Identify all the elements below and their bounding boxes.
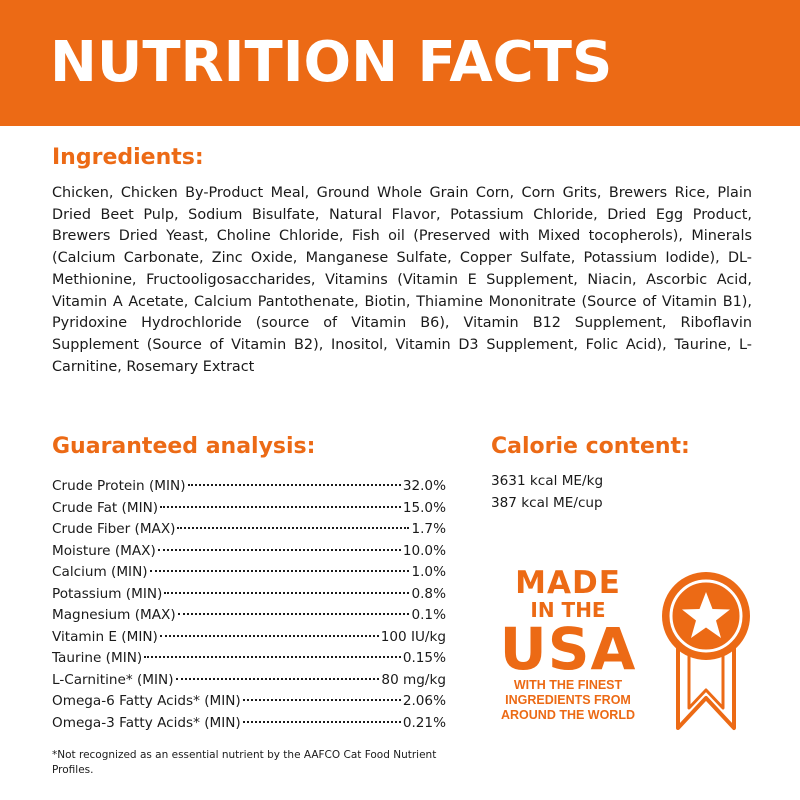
analysis-table: Crude Protein (MIN) 32.0% Crude Fat (MIN)… bbox=[52, 472, 446, 731]
badge-tagline-2: INGREDIENTS FROM bbox=[505, 693, 631, 707]
analysis-row: Omega-6 Fatty Acids* (MIN) 2.06% bbox=[52, 687, 446, 709]
analysis-row: L-Carnitine* (MIN) 80 mg/kg bbox=[52, 666, 446, 688]
analysis-row: Magnesium (MAX) 0.1% bbox=[52, 601, 446, 623]
nutrient-label: L-Carnitine* (MIN) bbox=[52, 671, 174, 688]
dot-leader bbox=[242, 705, 401, 723]
analysis-row: Crude Fiber (MAX) 1.7% bbox=[52, 515, 446, 537]
badge-usa: USA bbox=[499, 615, 637, 683]
nutrient-label: Omega-6 Fatty Acids* (MIN) bbox=[52, 693, 241, 709]
nutrient-value: 2.06% bbox=[402, 693, 446, 709]
analysis-row: Vitamin E (MIN) 100 IU/kg bbox=[52, 623, 446, 645]
badge-tagline-3: AROUND THE WORLD bbox=[500, 708, 635, 722]
dot-leader bbox=[177, 511, 410, 529]
analysis-row: Potassium (MIN) 0.8% bbox=[52, 580, 446, 602]
dot-leader bbox=[160, 490, 401, 508]
made-in-usa-badge: MADE IN THE USA WITH THE FINEST INGREDIE… bbox=[494, 566, 764, 736]
page-title: NUTRITION FACTS bbox=[50, 30, 613, 95]
header-banner: NUTRITION FACTS bbox=[0, 0, 800, 126]
dot-leader bbox=[187, 468, 401, 486]
nutrient-label: Crude Fiber (MAX) bbox=[52, 521, 176, 537]
nutrient-label: Taurine (MIN) bbox=[52, 650, 143, 666]
nutrient-value: 0.15% bbox=[402, 650, 446, 666]
calorie-heading: Calorie content: bbox=[491, 434, 690, 459]
nutrient-value: 0.1% bbox=[411, 607, 446, 623]
analysis-heading: Guaranteed analysis: bbox=[52, 434, 316, 459]
analysis-row: Taurine (MIN) 0.15% bbox=[52, 644, 446, 666]
nutrient-value: 100 IU/kg bbox=[380, 628, 446, 645]
dot-leader bbox=[177, 597, 410, 615]
analysis-row: Crude Protein (MIN) 32.0% bbox=[52, 472, 446, 494]
nutrient-label: Magnesium (MAX) bbox=[52, 607, 176, 623]
badge-text: MADE IN THE USA WITH THE FINEST INGREDIE… bbox=[494, 566, 642, 723]
analysis-row: Moisture (MAX) 10.0% bbox=[52, 537, 446, 559]
dot-leader bbox=[149, 554, 410, 572]
nutrient-value: 0.21% bbox=[402, 714, 446, 731]
nutrient-value: 10.0% bbox=[402, 542, 446, 559]
dot-leader bbox=[159, 619, 379, 637]
footnote: *Not recognized as an essential nutrient… bbox=[52, 749, 437, 776]
nutrient-value: 1.7% bbox=[411, 521, 446, 537]
nutrient-value: 1.0% bbox=[411, 564, 446, 580]
analysis-row: Calcium (MIN) 1.0% bbox=[52, 558, 446, 580]
dot-leader bbox=[144, 640, 401, 658]
nutrient-value: 0.8% bbox=[411, 585, 446, 602]
nutrient-label: Moisture (MAX) bbox=[52, 542, 156, 559]
nutrient-value: 15.0% bbox=[402, 499, 446, 516]
nutrient-label: Calcium (MIN) bbox=[52, 564, 148, 580]
calorie-values: 3631 kcal ME/kg 387 kcal ME/cup bbox=[491, 470, 603, 514]
nutrient-value: 80 mg/kg bbox=[381, 671, 446, 688]
dot-leader bbox=[175, 662, 380, 680]
nutrient-label: Crude Protein (MIN) bbox=[52, 478, 186, 494]
dot-leader bbox=[242, 683, 401, 701]
calorie-per-cup: 387 kcal ME/cup bbox=[491, 495, 603, 511]
nutrient-label: Crude Fat (MIN) bbox=[52, 499, 159, 516]
analysis-row: Omega-3 Fatty Acids* (MIN) 0.21% bbox=[52, 709, 446, 731]
badge-made: MADE bbox=[515, 565, 621, 601]
ingredients-heading: Ingredients: bbox=[52, 145, 204, 170]
dot-leader bbox=[157, 533, 401, 551]
star-ribbon-icon bbox=[662, 572, 750, 730]
nutrient-value: 32.0% bbox=[402, 478, 446, 494]
nutrient-label: Vitamin E (MIN) bbox=[52, 628, 158, 645]
nutrient-label: Potassium (MIN) bbox=[52, 585, 163, 602]
badge-tagline-1: WITH THE FINEST bbox=[513, 678, 623, 692]
nutrient-label: Omega-3 Fatty Acids* (MIN) bbox=[52, 714, 241, 731]
calorie-per-kg: 3631 kcal ME/kg bbox=[491, 473, 604, 489]
badge-in-the: IN THE bbox=[530, 598, 606, 622]
analysis-row: Crude Fat (MIN) 15.0% bbox=[52, 494, 446, 516]
ingredients-list: Chicken, Chicken By-Product Meal, Ground… bbox=[52, 185, 752, 375]
dot-leader bbox=[164, 576, 410, 594]
